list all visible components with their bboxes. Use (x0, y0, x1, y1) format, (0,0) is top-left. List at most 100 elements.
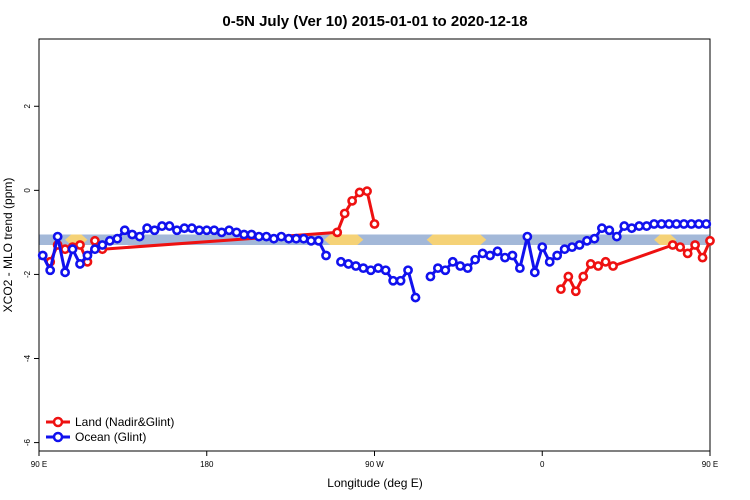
ocean-point-78 (619, 221, 630, 231)
ocean-point-70 (559, 244, 570, 255)
ocean-point-53 (432, 263, 443, 274)
y-tick-label-4: 2 (23, 103, 32, 108)
ocean-point-3 (60, 267, 70, 278)
ocean-point-41 (343, 259, 354, 269)
land-point-15 (555, 284, 566, 295)
ocean-point-6 (82, 250, 93, 261)
y-axis-label: XCO2 - MLO trend (ppm) (1, 178, 15, 313)
ocean-point-55 (447, 256, 458, 267)
land-point-25 (682, 248, 693, 259)
ocean-point-12 (127, 229, 138, 240)
x-axis-label: Longitude (deg E) (327, 476, 422, 490)
land-series-line-1 (559, 240, 712, 293)
ocean-point-28 (246, 229, 257, 240)
y-tick-label-1: -4 (23, 354, 32, 362)
ocean-point-50 (410, 292, 421, 303)
ocean-point-68 (544, 256, 555, 267)
ocean-point-48 (395, 275, 406, 286)
land-point-4 (75, 240, 85, 250)
ocean-point-87 (686, 219, 697, 229)
legend-land-marker (52, 416, 64, 428)
ocean-point-79 (626, 223, 637, 234)
land-point-16 (563, 271, 574, 282)
y-tick-label-3: 0 (23, 188, 32, 193)
land-point-11 (354, 187, 365, 198)
y-tick-label-2: -2 (23, 270, 32, 278)
ocean-point-88 (693, 219, 704, 229)
land-point-2 (60, 244, 70, 255)
ocean-point-61 (492, 246, 503, 257)
ocean-point-23 (209, 225, 220, 236)
ocean-point-73 (582, 235, 592, 246)
land-point-6 (90, 235, 100, 246)
ocean-point-38 (321, 250, 331, 261)
ocean-point-86 (679, 219, 689, 229)
land-point-19 (585, 259, 596, 269)
ocean-point-34 (291, 233, 302, 244)
legend: Land (Nadir&Glint) Ocean (Glint) (46, 415, 174, 444)
ocean-point-81 (641, 221, 652, 231)
ocean-point-63 (507, 250, 518, 261)
ocean-point-30 (261, 231, 272, 242)
ocean-point-75 (596, 223, 607, 234)
land-point-22 (608, 261, 618, 271)
ocean-point-58 (470, 254, 481, 265)
ocean-point-4 (67, 244, 78, 255)
ocean-point-49 (403, 265, 413, 276)
ocean-point-14 (142, 223, 153, 234)
legend-ocean-marker (52, 431, 64, 443)
ocean-point-27 (239, 229, 249, 240)
land-band-segment-1 (324, 234, 364, 245)
ocean-point-77 (611, 231, 622, 242)
ocean-point-18 (172, 225, 182, 236)
ocean-point-9 (104, 235, 115, 246)
land-point-26 (690, 240, 700, 250)
ocean-point-2 (52, 231, 63, 242)
ocean-point-89 (701, 219, 712, 229)
ocean-point-16 (157, 221, 167, 231)
land-point-18 (578, 271, 589, 282)
x-tick-label-1: 180 (200, 460, 214, 469)
ocean-point-80 (634, 221, 645, 231)
legend-ocean-label: Ocean (Glint) (75, 430, 146, 444)
land-point-10 (347, 195, 358, 206)
x-tick-label-0: 90 E (31, 460, 47, 469)
land-point-27 (697, 252, 708, 263)
ocean-point-66 (529, 267, 540, 278)
ocean-point-29 (254, 231, 264, 242)
ocean-point-7 (90, 244, 100, 255)
y-tick-label-0: -6 (23, 438, 32, 446)
land-point-8 (332, 227, 343, 238)
chart-title: 0-5N July (Ver 10) 2015-01-01 to 2020-12… (222, 13, 527, 30)
ocean-point-45 (373, 263, 384, 274)
ocean-point-82 (649, 219, 659, 229)
land-point-24 (675, 242, 686, 253)
ocean-point-11 (119, 225, 130, 236)
ocean-point-17 (164, 221, 175, 231)
ocean-point-46 (380, 265, 391, 276)
land-point-28 (705, 235, 715, 246)
ocean-point-36 (306, 235, 317, 246)
land-point-13 (369, 219, 380, 229)
ocean-point-8 (97, 240, 108, 250)
plot-area: 90 E 180 90 W 0 90 E -6 -4 -2 0 2 (23, 38, 718, 469)
ocean-point-54 (440, 265, 451, 276)
ocean-point-84 (664, 219, 674, 229)
ocean-point-44 (365, 265, 376, 276)
ocean-point-64 (514, 263, 525, 274)
ocean-point-47 (388, 275, 399, 286)
ocean-point-13 (134, 231, 145, 242)
ocean-point-65 (522, 231, 533, 242)
ocean-point-37 (313, 235, 324, 246)
ocean-point-26 (231, 227, 242, 238)
ocean-point-20 (186, 223, 197, 234)
land-point-21 (600, 256, 611, 267)
legend-land-label: Land (Nadir&Glint) (75, 415, 174, 429)
ocean-point-56 (455, 261, 466, 271)
x-tick-label-2: 90 W (365, 460, 384, 469)
land-band-segment-2 (426, 234, 487, 245)
ocean-point-72 (574, 240, 585, 250)
ocean-point-85 (671, 219, 682, 229)
ocean-point-21 (194, 225, 205, 236)
